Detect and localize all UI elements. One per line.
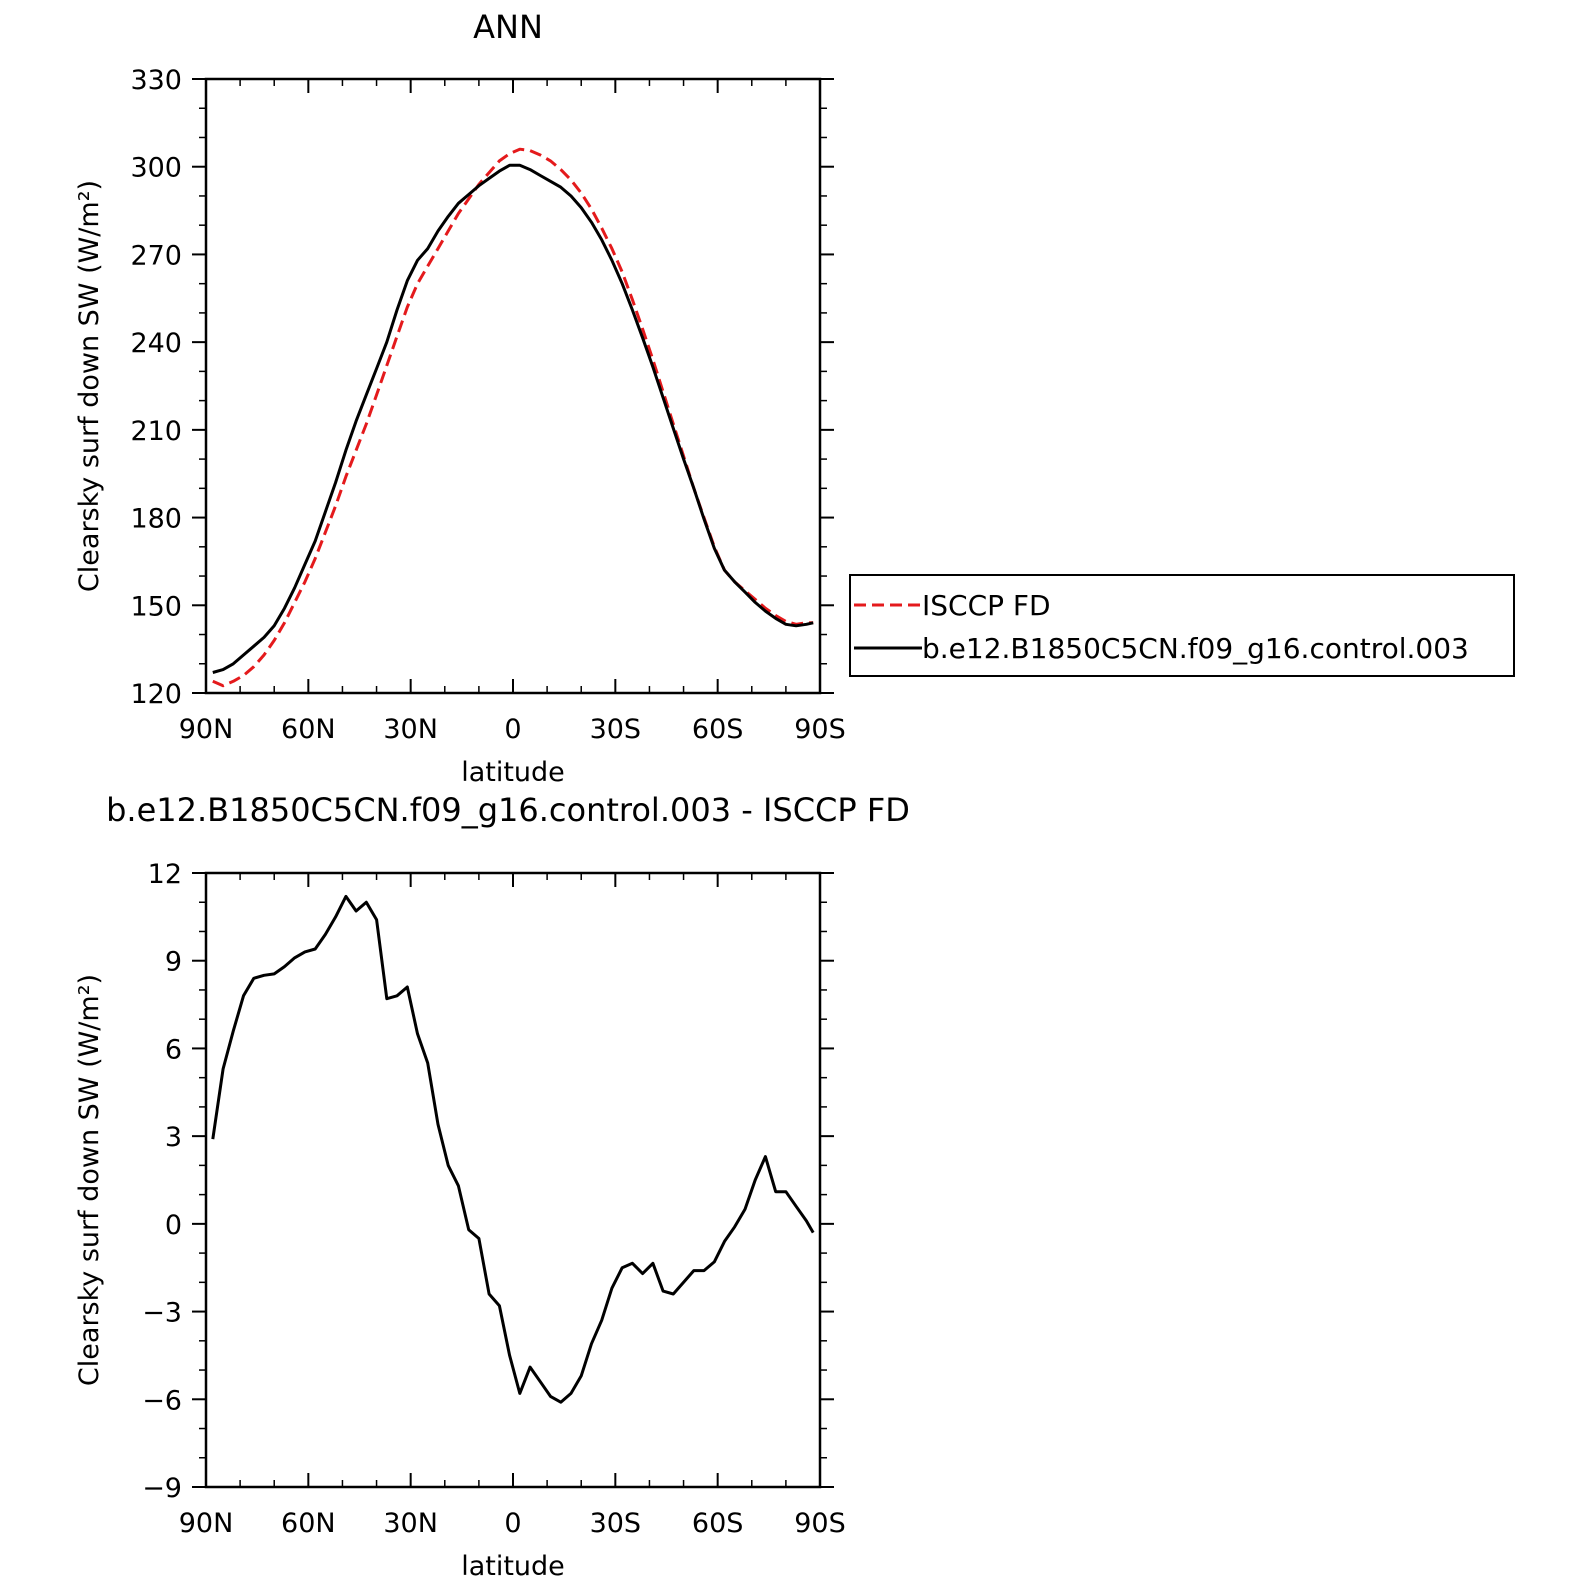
top-x-axis-label: latitude — [461, 757, 565, 788]
top-chart-title: ANN — [473, 8, 543, 46]
top-x-tick-label: 60S — [692, 714, 744, 745]
top-y-axis-label: Clearsky surf down SW (W/m²) — [74, 180, 105, 592]
bottom-y-tick-label: −6 — [142, 1385, 182, 1416]
legend-box — [849, 574, 1515, 677]
bottom-y-tick-label: 0 — [165, 1210, 182, 1241]
top-x-tick-label: 30N — [383, 714, 438, 745]
bottom-x-tick-label: 90N — [179, 1508, 234, 1539]
top-y-tick-label: 270 — [130, 240, 182, 271]
top-x-tick-label: 60N — [281, 714, 336, 745]
bottom-y-tick-label: 3 — [165, 1122, 182, 1153]
top-y-tick-label: 150 — [130, 591, 182, 622]
bottom-chart-title: b.e12.B1850C5CN.f09_g16.control.003 - IS… — [106, 791, 910, 829]
bottom-y-tick-label: −9 — [142, 1473, 182, 1504]
bottom-y-tick-label: 12 — [148, 859, 182, 890]
bottom-x-tick-label: 30S — [590, 1508, 642, 1539]
top-y-tick-label: 120 — [130, 679, 182, 710]
top-y-tick-label: 240 — [130, 328, 182, 359]
top-y-tick-label: 300 — [130, 153, 182, 184]
top-x-tick-label: 90S — [794, 714, 846, 745]
top-series-line-1 — [212, 163, 814, 674]
top-y-tick-label: 210 — [130, 416, 182, 447]
top-chart-panel: 90N 60N 30N 0 30S 60S 90S 120 150 180 210 240 270 300… — [74, 65, 846, 788]
bottom-plot-frame — [204, 871, 822, 1489]
top-x-tick-label: 90N — [179, 714, 234, 745]
bottom-x-axis-label: latitude — [461, 1551, 565, 1582]
bottom-x-tick-label: 60N — [281, 1508, 336, 1539]
top-y-tick-label: 180 — [130, 504, 182, 535]
bottom-x-tick-label: 30N — [383, 1508, 438, 1539]
legend-label-isccp: ISCCP FD — [922, 589, 1051, 622]
top-series-line-0 — [212, 147, 814, 688]
top-x-tick-label: 0 — [504, 714, 521, 745]
top-x-tick-label: 30S — [590, 714, 642, 745]
top-plot-frame — [204, 77, 822, 695]
bottom-x-tick-label: 0 — [504, 1508, 521, 1539]
bottom-y-tick-label: −3 — [142, 1298, 182, 1329]
bottom-series-line-0 — [211, 894, 815, 1404]
bottom-y-tick-label: 6 — [165, 1034, 182, 1065]
legend: ISCCP FD b.e12.B1850C5CN.f09_g16.control… — [849, 574, 1515, 677]
bottom-y-axis-label: Clearsky surf down SW (W/m²) — [74, 974, 105, 1386]
bottom-x-tick-label: 60S — [692, 1508, 744, 1539]
bottom-chart-panel: 90N 60N 30N 0 30S 60S 90S −9 −6 −3 0 3 6 9 12 latitude C… — [74, 859, 846, 1582]
legend-label-model: b.e12.B1850C5CN.f09_g16.control.003 — [922, 632, 1469, 665]
bottom-x-tick-label: 90S — [794, 1508, 846, 1539]
bottom-y-tick-label: 9 — [165, 947, 182, 978]
top-y-tick-label: 330 — [130, 65, 182, 96]
